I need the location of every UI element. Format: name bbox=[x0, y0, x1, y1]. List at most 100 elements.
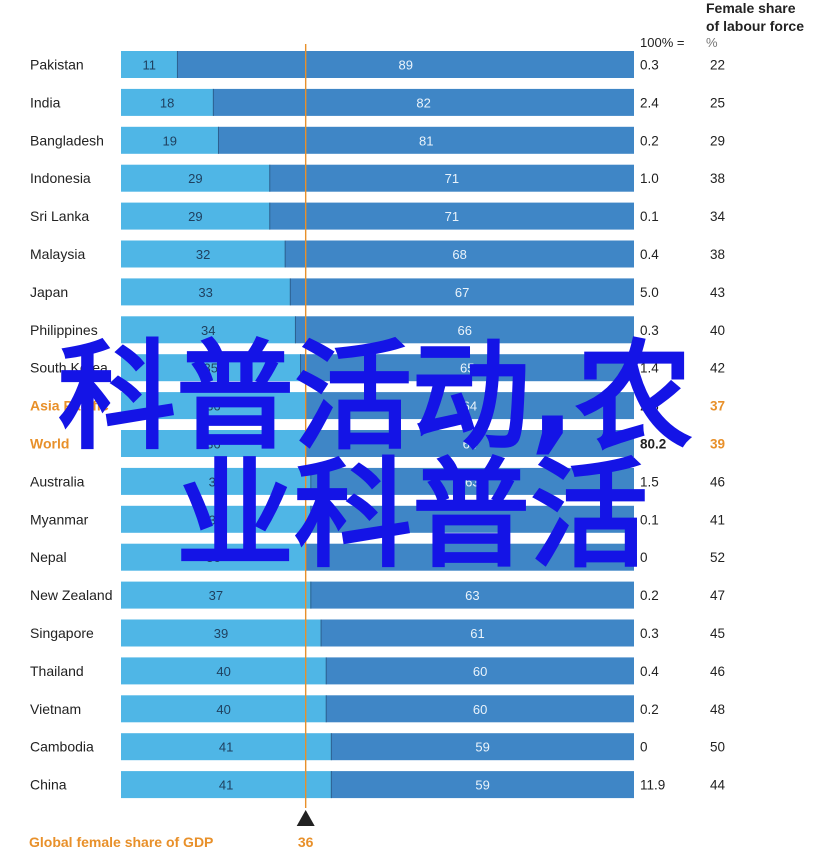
labour-share-value: 47 bbox=[710, 588, 725, 603]
female-value-label: 36 bbox=[206, 550, 220, 565]
total-value: 0.1 bbox=[640, 512, 659, 527]
bar-male-12 bbox=[310, 505, 634, 533]
bar-female-14 bbox=[121, 581, 311, 609]
row-label: South Korea bbox=[30, 360, 108, 376]
labour-share-value: 25 bbox=[710, 95, 725, 110]
total-value: 0.2 bbox=[640, 588, 659, 603]
bar-male-17 bbox=[326, 695, 634, 723]
total-value: 0.3 bbox=[640, 58, 659, 73]
bar-female-4 bbox=[121, 202, 270, 230]
labour-share-value: 45 bbox=[710, 626, 725, 641]
female-value-label: 37 bbox=[209, 588, 223, 603]
labour-share-value: 34 bbox=[710, 209, 726, 224]
female-value-label: 34 bbox=[201, 323, 215, 338]
labour-share-value: 40 bbox=[710, 323, 725, 338]
header-title-line1: Female share bbox=[706, 0, 796, 16]
watermark-line2: 业科普活 bbox=[176, 446, 648, 584]
male-value-label: 60 bbox=[473, 664, 487, 679]
male-value-label: 59 bbox=[475, 778, 489, 793]
row-label: Vietnam bbox=[30, 701, 81, 717]
labour-share-value: 52 bbox=[710, 550, 725, 565]
bar-male-4 bbox=[269, 202, 634, 230]
bar-female-19 bbox=[121, 771, 332, 799]
labour-share-value: 50 bbox=[710, 740, 725, 755]
bar-female-17 bbox=[121, 695, 327, 723]
female-value-label: 18 bbox=[160, 95, 174, 110]
row-label: Nepal bbox=[30, 549, 67, 565]
header-title-line2: of labour force bbox=[706, 18, 804, 34]
labour-share-value: 37 bbox=[710, 399, 725, 414]
row-label: Malaysia bbox=[30, 246, 85, 262]
bar-female-0 bbox=[121, 51, 178, 78]
male-value-label: 82 bbox=[416, 95, 430, 110]
row-label: Asia Pacific bbox=[30, 398, 109, 414]
female-value-label: 32 bbox=[196, 247, 210, 262]
female-value-label: 37 bbox=[209, 512, 223, 527]
bar-female-7 bbox=[121, 316, 296, 344]
row-label: Myanmar bbox=[30, 511, 89, 527]
bar-male-0 bbox=[177, 51, 634, 78]
total-value: 0.2 bbox=[640, 133, 659, 148]
total-value: 5.0 bbox=[640, 285, 659, 300]
labour-share-value: 44 bbox=[710, 778, 726, 793]
male-value-label: 61 bbox=[470, 626, 484, 641]
total-value: 0 bbox=[640, 550, 648, 565]
bar-male-10 bbox=[305, 430, 634, 457]
female-value-label: 40 bbox=[216, 664, 230, 679]
row-label: World bbox=[30, 436, 69, 452]
row-label: India bbox=[30, 94, 61, 110]
percent-label: % bbox=[706, 35, 718, 50]
female-value-label: 33 bbox=[198, 285, 212, 300]
row-label: Pakistan bbox=[30, 57, 84, 73]
total-value: 0.1 bbox=[640, 209, 659, 224]
row-label: Australia bbox=[30, 473, 85, 489]
total-value: 0.2 bbox=[640, 702, 659, 717]
male-value-label: 60 bbox=[473, 702, 487, 717]
row-label: Sri Lanka bbox=[30, 208, 89, 224]
bars-layer bbox=[121, 51, 634, 799]
row-label: Indonesia bbox=[30, 170, 91, 186]
total-value: 0.3 bbox=[640, 626, 659, 641]
female-value-label: 11 bbox=[142, 58, 156, 73]
bar-female-5 bbox=[121, 240, 286, 268]
male-value-label: 71 bbox=[445, 171, 459, 186]
male-value-label: 66 bbox=[457, 323, 471, 338]
labour-share-value: 22 bbox=[710, 58, 725, 73]
female-value-label: 40 bbox=[216, 702, 230, 717]
bar-female-6 bbox=[121, 278, 291, 306]
bar-male-1 bbox=[213, 88, 634, 116]
male-value-label: 64 bbox=[463, 437, 477, 452]
labour-share-value: 48 bbox=[710, 702, 725, 717]
bar-female-12 bbox=[121, 505, 311, 533]
bar-male-11 bbox=[310, 467, 634, 495]
bar-male-5 bbox=[285, 240, 634, 268]
watermark-line1: 科普活动,农 bbox=[58, 328, 693, 466]
male-value-label: 59 bbox=[475, 740, 489, 755]
bar-male-6 bbox=[290, 278, 634, 306]
bar-female-1 bbox=[121, 88, 214, 116]
labour-share-value: 43 bbox=[710, 285, 725, 300]
total-value: 1.4 bbox=[640, 361, 659, 376]
female-value-label: 39 bbox=[214, 626, 228, 641]
female-value-label: 41 bbox=[219, 740, 233, 755]
reference-marker-triangle bbox=[296, 810, 315, 826]
bar-male-14 bbox=[310, 581, 634, 609]
bar-male-2 bbox=[218, 126, 634, 154]
bar-male-7 bbox=[295, 316, 634, 344]
bar-male-9 bbox=[305, 392, 634, 420]
total-value: 1.5 bbox=[640, 474, 659, 489]
total-value: 0.3 bbox=[640, 323, 659, 338]
bar-female-13 bbox=[121, 543, 306, 571]
bar-male-16 bbox=[326, 657, 634, 685]
labour-share-value: 29 bbox=[710, 133, 725, 148]
row-label: Singapore bbox=[30, 625, 94, 641]
row-label: Thailand bbox=[30, 663, 84, 679]
male-value-label: 71 bbox=[445, 209, 459, 224]
row-label: Bangladesh bbox=[30, 132, 104, 148]
female-value-label: 37 bbox=[209, 474, 223, 489]
total-value: 2.8 bbox=[640, 399, 659, 414]
row-label: Philippines bbox=[30, 322, 98, 338]
male-value-label: 81 bbox=[419, 133, 433, 148]
female-value-label: 19 bbox=[163, 133, 177, 148]
female-value-label: 29 bbox=[188, 171, 202, 186]
